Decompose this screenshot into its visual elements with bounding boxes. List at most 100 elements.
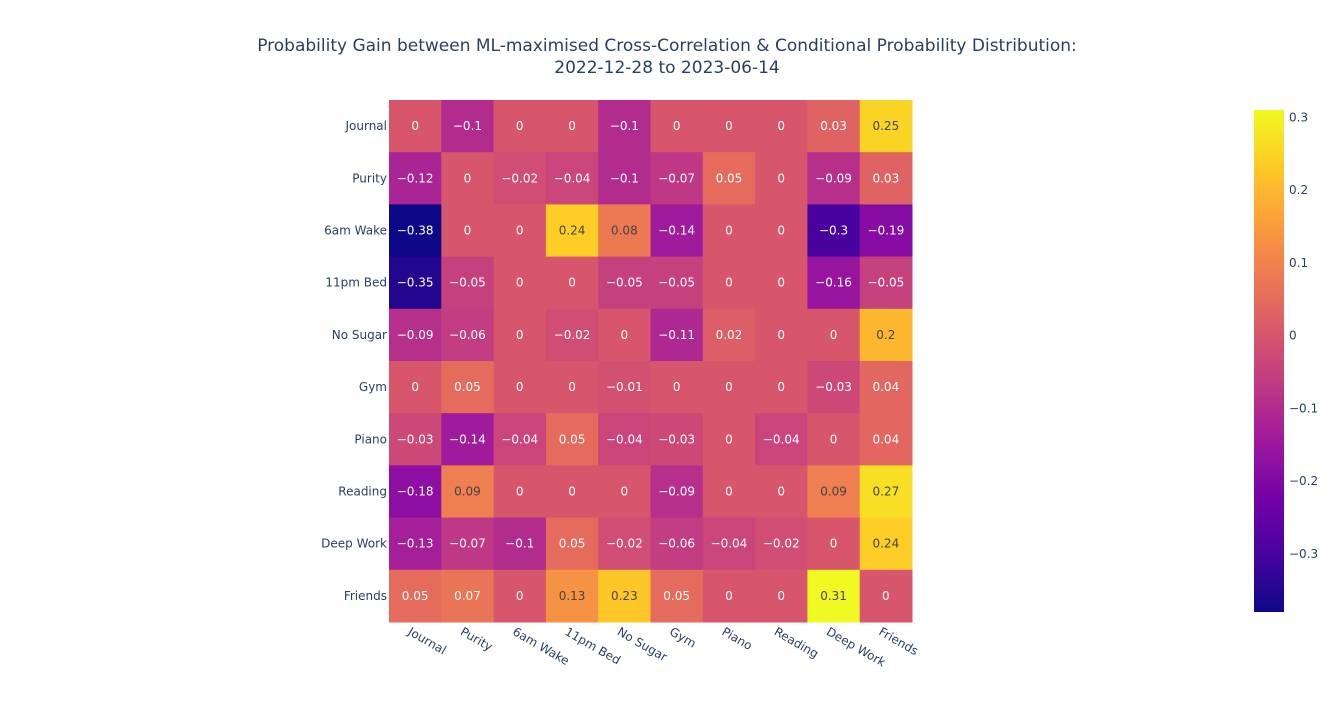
heatmap-cell-8-6[interactable] <box>702 517 756 571</box>
heatmap-cell-5-9[interactable] <box>859 361 913 414</box>
heatmap-cell-8-0[interactable] <box>389 517 442 571</box>
heatmap-cell-4-2[interactable] <box>493 308 547 362</box>
heatmap-cell-1-2[interactable] <box>493 152 547 205</box>
heatmap-cell-5-0[interactable] <box>389 361 442 414</box>
heatmap-cell-8-2[interactable] <box>493 517 547 571</box>
heatmap-cell-4-9[interactable] <box>859 308 913 362</box>
heatmap-cell-5-7[interactable] <box>755 361 808 414</box>
heatmap-cell-7-9[interactable] <box>859 465 913 519</box>
heatmap-cell-9-6[interactable] <box>702 569 756 623</box>
heatmap-cell-8-9[interactable] <box>859 517 913 571</box>
heatmap-cell-3-0[interactable] <box>389 256 442 310</box>
heatmap-cell-6-6[interactable] <box>702 413 756 466</box>
heatmap-cell-1-3[interactable] <box>545 152 599 205</box>
heatmap-cell-3-1[interactable] <box>441 256 495 310</box>
heatmap-cell-0-3[interactable] <box>545 100 599 153</box>
heatmap-cell-9-3[interactable] <box>545 569 599 623</box>
heatmap-cell-4-4[interactable] <box>598 308 651 362</box>
heatmap-cell-4-6[interactable] <box>702 308 756 362</box>
heatmap-cell-0-6[interactable] <box>702 100 756 153</box>
heatmap-cell-1-9[interactable] <box>859 152 913 205</box>
heatmap-cell-4-1[interactable] <box>441 308 495 362</box>
heatmap-cell-5-1[interactable] <box>441 361 495 414</box>
heatmap-cell-5-5[interactable] <box>650 361 704 414</box>
heatmap-cell-6-8[interactable] <box>807 413 861 466</box>
heatmap-cell-8-8[interactable] <box>807 517 861 571</box>
heatmap-cell-1-1[interactable] <box>441 152 495 205</box>
heatmap-cell-2-4[interactable] <box>598 204 651 258</box>
heatmap-cell-8-5[interactable] <box>650 517 704 571</box>
heatmap-cell-4-7[interactable] <box>755 308 808 362</box>
heatmap-cell-7-4[interactable] <box>598 465 651 519</box>
heatmap-cell-6-9[interactable] <box>859 413 913 466</box>
heatmap-cell-8-4[interactable] <box>598 517 651 571</box>
heatmap-cell-7-2[interactable] <box>493 465 547 519</box>
heatmap-cell-2-5[interactable] <box>650 204 704 258</box>
heatmap-cell-2-8[interactable] <box>807 204 861 258</box>
heatmap-cell-1-8[interactable] <box>807 152 861 205</box>
heatmap-cell-6-5[interactable] <box>650 413 704 466</box>
heatmap-cell-9-0[interactable] <box>389 569 442 623</box>
heatmap-cell-9-5[interactable] <box>650 569 704 623</box>
heatmap-cell-0-5[interactable] <box>650 100 704 153</box>
heatmap-cell-5-8[interactable] <box>807 361 861 414</box>
heatmap-cell-6-7[interactable] <box>755 413 808 466</box>
heatmap-cell-1-7[interactable] <box>755 152 808 205</box>
heatmap-cell-5-2[interactable] <box>493 361 547 414</box>
heatmap-cell-4-3[interactable] <box>545 308 599 362</box>
heatmap-cell-3-4[interactable] <box>598 256 651 310</box>
heatmap-cell-2-1[interactable] <box>441 204 495 258</box>
heatmap-cell-9-9[interactable] <box>859 569 913 623</box>
heatmap-cell-1-0[interactable] <box>389 152 442 205</box>
heatmap-cell-0-9[interactable] <box>859 100 913 153</box>
heatmap-cell-7-6[interactable] <box>702 465 756 519</box>
heatmap-cell-7-0[interactable] <box>389 465 442 519</box>
heatmap-cell-6-0[interactable] <box>389 413 442 466</box>
heatmap-cell-6-4[interactable] <box>598 413 651 466</box>
heatmap-cell-6-3[interactable] <box>545 413 599 466</box>
heatmap-cell-2-3[interactable] <box>545 204 599 258</box>
heatmap-cell-8-7[interactable] <box>755 517 808 571</box>
heatmap-cell-6-2[interactable] <box>493 413 547 466</box>
heatmap-cell-1-4[interactable] <box>598 152 651 205</box>
heatmap-cell-9-2[interactable] <box>493 569 547 623</box>
heatmap-cell-7-5[interactable] <box>650 465 704 519</box>
heatmap-cell-0-2[interactable] <box>493 100 547 153</box>
heatmap-cell-2-6[interactable] <box>702 204 756 258</box>
heatmap-cell-3-7[interactable] <box>755 256 808 310</box>
heatmap-cell-0-4[interactable] <box>598 100 651 153</box>
heatmap-cell-5-4[interactable] <box>598 361 651 414</box>
heatmap-cell-4-0[interactable] <box>389 308 442 362</box>
heatmap-cell-4-5[interactable] <box>650 308 704 362</box>
heatmap-cell-3-3[interactable] <box>545 256 599 310</box>
heatmap-cell-5-3[interactable] <box>545 361 599 414</box>
heatmap-cell-8-3[interactable] <box>545 517 599 571</box>
heatmap-cell-3-6[interactable] <box>702 256 756 310</box>
heatmap-cell-0-0[interactable] <box>389 100 442 153</box>
heatmap-cell-2-7[interactable] <box>755 204 808 258</box>
heatmap-cell-0-8[interactable] <box>807 100 861 153</box>
heatmap-cell-3-2[interactable] <box>493 256 547 310</box>
heatmap-cell-9-4[interactable] <box>598 569 651 623</box>
heatmap-cell-2-9[interactable] <box>859 204 913 258</box>
heatmap-cell-3-9[interactable] <box>859 256 913 310</box>
heatmap-cell-9-1[interactable] <box>441 569 495 623</box>
heatmap-cell-9-7[interactable] <box>755 569 808 623</box>
heatmap-cell-8-1[interactable] <box>441 517 495 571</box>
heatmap-cell-1-6[interactable] <box>702 152 756 205</box>
heatmap-cell-0-1[interactable] <box>441 100 495 153</box>
heatmap-cell-3-8[interactable] <box>807 256 861 310</box>
heatmap-cell-3-5[interactable] <box>650 256 704 310</box>
heatmap-cell-9-8[interactable] <box>807 569 861 623</box>
heatmap-cell-5-6[interactable] <box>702 361 756 414</box>
heatmap-cell-0-7[interactable] <box>755 100 808 153</box>
heatmap-cell-4-8[interactable] <box>807 308 861 362</box>
heatmap-cell-7-7[interactable] <box>755 465 808 519</box>
heatmap-cell-2-2[interactable] <box>493 204 547 258</box>
heatmap-cell-7-1[interactable] <box>441 465 495 519</box>
heatmap-cell-2-0[interactable] <box>389 204 442 258</box>
heatmap-cell-6-1[interactable] <box>441 413 495 466</box>
heatmap-cell-7-8[interactable] <box>807 465 861 519</box>
heatmap-cell-7-3[interactable] <box>545 465 599 519</box>
heatmap-cell-1-5[interactable] <box>650 152 704 205</box>
